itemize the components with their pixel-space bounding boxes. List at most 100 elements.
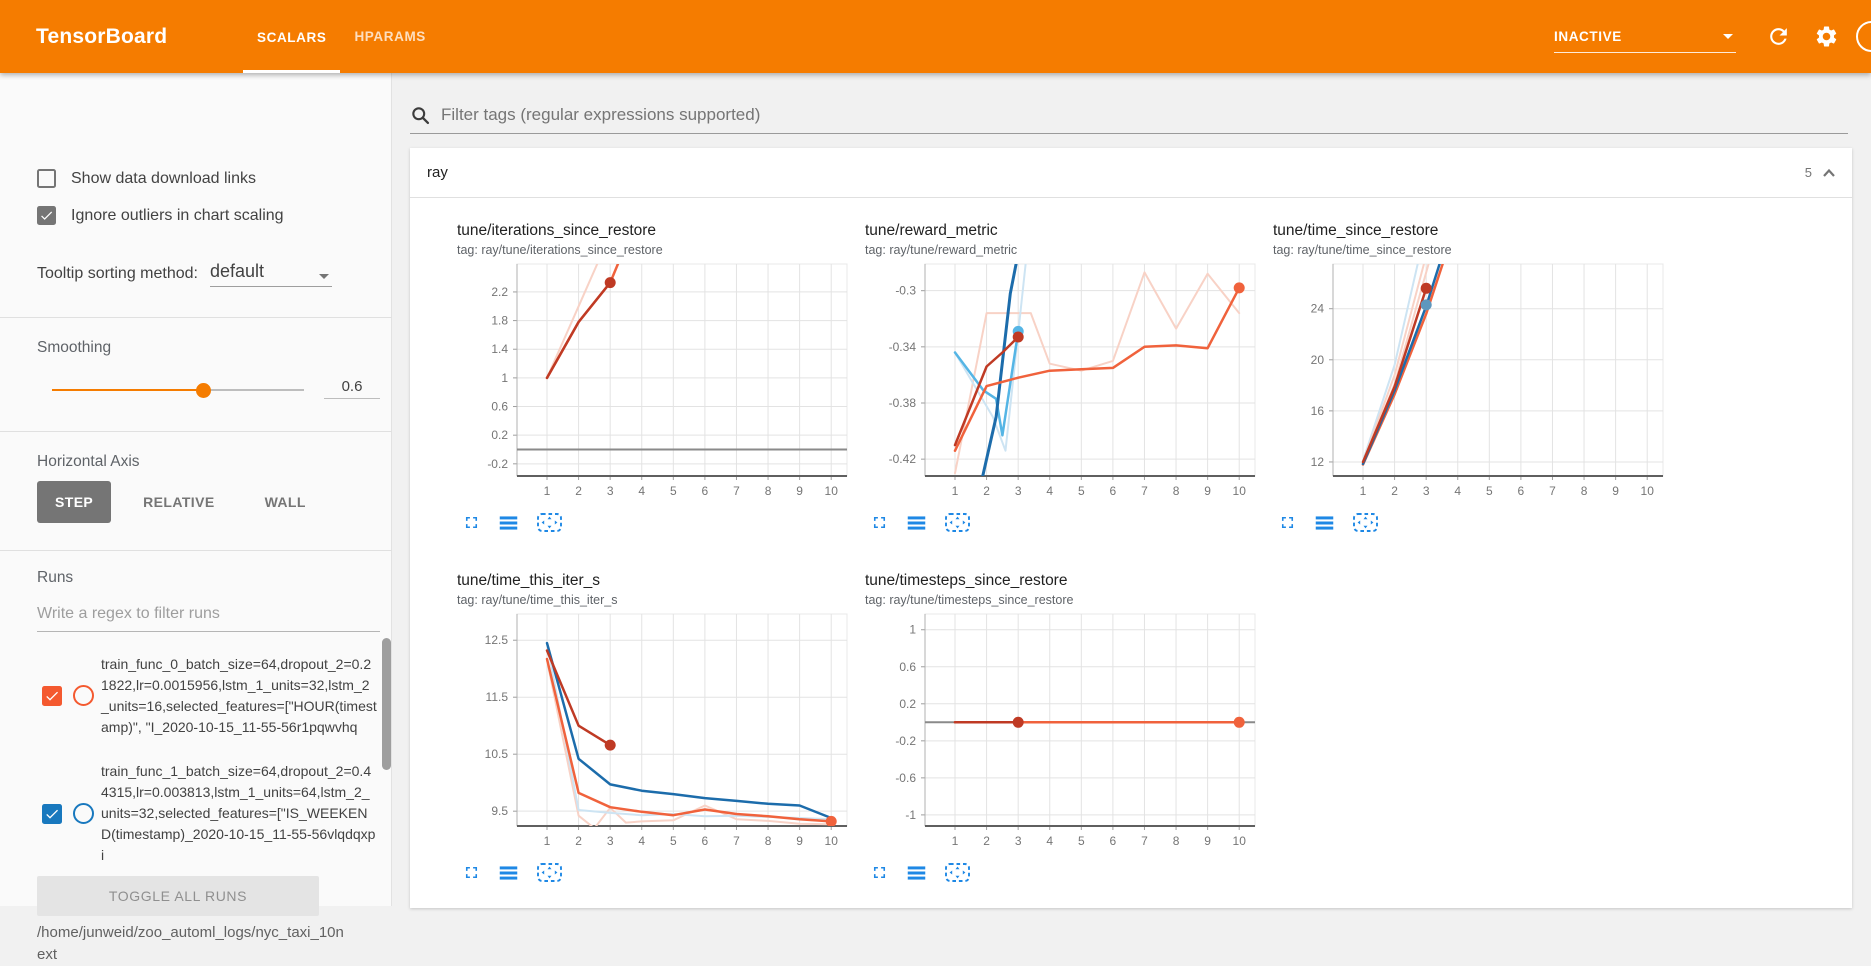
checkbox-icon[interactable] [37, 169, 56, 188]
chart-canvas[interactable]: 1 2 3 4 5 6 7 8 9 10 12.5 11.5 10.5 9.5 [457, 612, 853, 852]
run-checkbox[interactable] [42, 685, 62, 706]
svg-text:-0.2: -0.2 [487, 457, 508, 471]
chart-tag: tag: ray/tune/time_this_iter_s [457, 593, 618, 607]
run-radio[interactable] [73, 803, 94, 824]
runs-menu-icon[interactable] [498, 864, 519, 882]
axis-option-step[interactable]: STEP [37, 481, 112, 523]
chart-toolbar [462, 862, 857, 883]
chart-canvas[interactable]: 1 2 3 4 5 6 7 8 9 10 -0.3 -0.34 -0.38 -0.42 [865, 262, 1261, 502]
chart-canvas[interactable]: 1 2 3 4 5 6 7 8 9 10 1 0.6 0.2 -0.2 -0.6 -1 [865, 612, 1261, 852]
fullscreen-icon[interactable] [870, 513, 889, 532]
tab-scalars[interactable]: SCALARS [243, 0, 341, 73]
axis-option-wall[interactable]: WALL [264, 494, 306, 510]
fit-domain-icon[interactable] [944, 862, 971, 883]
smoothing-value-field[interactable]: 0.6 [324, 378, 380, 399]
svg-text:1: 1 [952, 834, 959, 848]
svg-text:-0.3: -0.3 [895, 284, 916, 298]
svg-text:4: 4 [1454, 484, 1461, 498]
run-label[interactable]: train_func_0_batch_size=64,dropout_2=0.2… [101, 655, 377, 735]
run-radio[interactable] [73, 685, 94, 706]
chart-title: tune/time_this_iter_s [457, 572, 601, 589]
fullscreen-icon[interactable] [462, 513, 481, 532]
tooltip-sorting-label: Tooltip sorting method: [37, 265, 198, 282]
chart-toolbar [462, 512, 857, 533]
collapse-chevron-icon[interactable] [1818, 162, 1840, 184]
section-meta: 5 [1805, 162, 1840, 184]
svg-text:8: 8 [1173, 484, 1180, 498]
ray-section-card: ray 5 tune/iterations_since_restore tag: … [410, 148, 1852, 908]
chart-title: tune/timesteps_since_restore [865, 572, 1068, 589]
runs-menu-icon[interactable] [906, 864, 927, 882]
sidebar-scrollbar[interactable] [382, 638, 391, 770]
fullscreen-icon[interactable] [1278, 513, 1297, 532]
fit-domain-icon[interactable] [944, 512, 971, 533]
svg-text:2: 2 [575, 834, 582, 848]
chart-tune-iterations-since-restore: tune/iterations_since_restore tag: ray/tu… [457, 222, 857, 533]
show-download-links-checkbox-row[interactable]: Show data download links [37, 169, 256, 188]
fullscreen-icon[interactable] [462, 863, 481, 882]
runs-menu-icon[interactable] [498, 514, 519, 532]
svg-text:9.5: 9.5 [491, 804, 508, 818]
svg-text:1: 1 [952, 484, 959, 498]
runs-label: Runs [37, 569, 74, 586]
slider-thumb[interactable] [195, 382, 211, 398]
svg-text:2.2: 2.2 [491, 285, 508, 299]
tooltip-sorting-select[interactable]: default [209, 261, 332, 287]
smoothing-slider[interactable] [52, 382, 304, 398]
run-label[interactable]: train_func_1_batch_size=64,dropout_2=0.4… [101, 763, 376, 863]
help-icon[interactable] [1856, 21, 1871, 52]
chart-canvas[interactable]: 1 2 3 4 5 6 7 8 9 10 2.2 1.8 1.4 1 0.6 0.2 -0.2 [457, 262, 853, 502]
refresh-icon[interactable] [1765, 24, 1791, 50]
svg-text:5: 5 [1078, 484, 1085, 498]
svg-text:12: 12 [1311, 455, 1325, 469]
run-checkbox[interactable] [42, 803, 62, 824]
svg-text:7: 7 [733, 484, 740, 498]
svg-text:16: 16 [1311, 404, 1325, 418]
svg-text:8: 8 [765, 484, 772, 498]
svg-text:9: 9 [1204, 484, 1211, 498]
svg-text:1: 1 [909, 623, 916, 637]
svg-text:2: 2 [983, 484, 990, 498]
svg-text:10: 10 [825, 484, 839, 498]
divider [0, 431, 392, 432]
fit-domain-icon[interactable] [1352, 512, 1379, 533]
svg-text:3: 3 [607, 834, 614, 848]
svg-text:4: 4 [638, 834, 645, 848]
fit-domain-icon[interactable] [536, 512, 563, 533]
svg-text:0.2: 0.2 [491, 428, 508, 442]
toggle-all-runs-button[interactable]: TOGGLE ALL RUNS [37, 876, 319, 916]
checkbox-label: Ignore outliers in chart scaling [71, 206, 284, 224]
tag-filter-input[interactable] [439, 104, 1848, 126]
svg-text:9: 9 [1612, 484, 1619, 498]
svg-text:5: 5 [1486, 484, 1493, 498]
fit-domain-icon[interactable] [536, 862, 563, 883]
svg-text:10: 10 [1233, 484, 1247, 498]
runs-menu-icon[interactable] [906, 514, 927, 532]
ignore-outliers-checkbox-row[interactable]: Ignore outliers in chart scaling [37, 206, 284, 225]
tab-hparams[interactable]: HPARAMS [354, 29, 426, 44]
svg-text:9: 9 [1204, 834, 1211, 848]
axis-option-relative[interactable]: RELATIVE [143, 494, 215, 510]
svg-text:24: 24 [1311, 302, 1325, 316]
svg-text:-0.6: -0.6 [895, 771, 916, 785]
svg-text:5: 5 [1078, 834, 1085, 848]
svg-text:4: 4 [1046, 834, 1053, 848]
chart-title: tune/time_since_restore [1273, 222, 1439, 239]
svg-text:10: 10 [825, 834, 839, 848]
svg-text:6: 6 [1110, 484, 1117, 498]
status-dropdown[interactable]: INACTIVE [1554, 20, 1736, 53]
run-marks [42, 685, 101, 706]
svg-text:0.6: 0.6 [899, 660, 916, 674]
settings-gear-icon[interactable] [1813, 24, 1839, 50]
runs-menu-icon[interactable] [1314, 514, 1335, 532]
svg-text:9: 9 [796, 834, 803, 848]
fullscreen-icon[interactable] [870, 863, 889, 882]
chart-count: 5 [1804, 165, 1812, 180]
ray-section-header[interactable]: ray 5 [410, 148, 1852, 198]
svg-text:1.8: 1.8 [491, 314, 508, 328]
svg-text:8: 8 [1173, 834, 1180, 848]
checkbox-icon[interactable] [37, 206, 56, 225]
runs-list: train_func_0_batch_size=64,dropout_2=0.2… [0, 643, 392, 876]
runs-filter-input[interactable] [37, 605, 380, 632]
